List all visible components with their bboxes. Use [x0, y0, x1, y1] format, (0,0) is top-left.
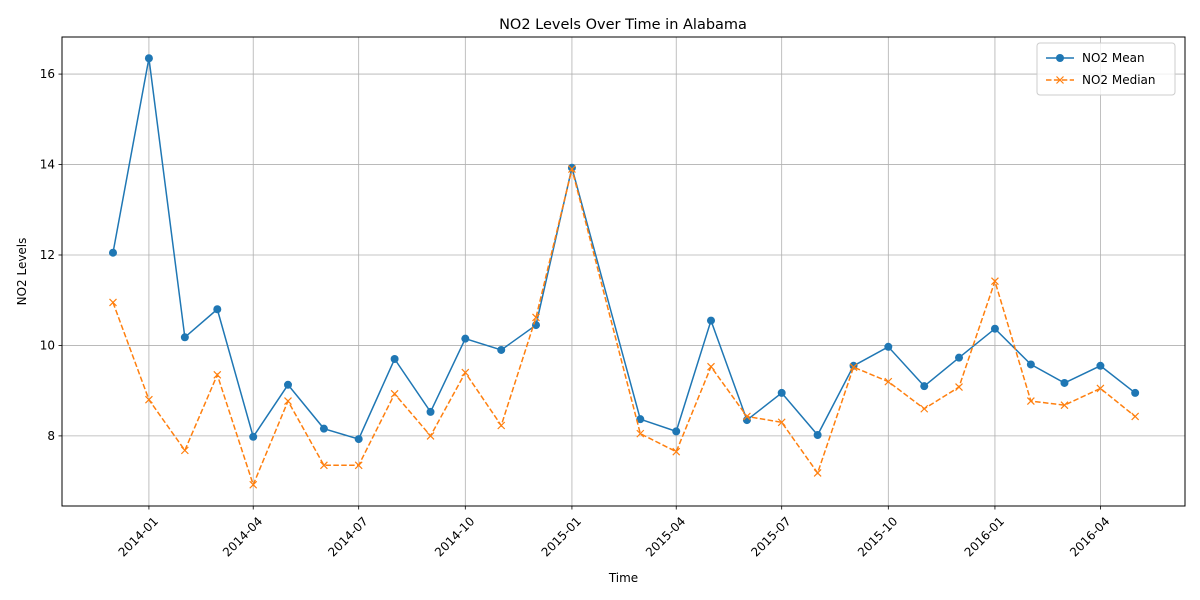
y-tick-label: 14 — [40, 158, 55, 172]
data-point-marker — [354, 461, 363, 470]
data-point-marker — [568, 165, 576, 173]
data-point-marker — [390, 389, 399, 398]
data-point-marker — [319, 461, 328, 470]
data-point-marker — [108, 248, 117, 257]
series-line-1 — [112, 168, 1136, 487]
data-point-marker — [813, 430, 822, 439]
data-point-marker — [319, 424, 328, 433]
data-point-marker — [813, 469, 822, 477]
data-point-marker — [461, 334, 470, 343]
data-point-marker — [777, 388, 786, 397]
data-point-marker — [1060, 378, 1069, 387]
legend-marker — [1056, 76, 1064, 84]
grid-lines — [62, 37, 1185, 506]
data-point-marker — [955, 353, 964, 362]
plot-area-frame — [61, 36, 1186, 507]
data-point-marker — [426, 407, 435, 416]
data-point-marker — [1096, 384, 1105, 393]
data-point-marker — [1131, 388, 1140, 397]
chart-title: NO2 Levels Over Time in Alabama — [499, 17, 747, 33]
data-point-marker — [849, 363, 858, 372]
data-point-marker — [1096, 361, 1105, 370]
data-point-marker — [461, 368, 470, 377]
data-point-marker — [390, 355, 399, 364]
y-axis-label: NO2 Levels — [15, 238, 29, 306]
data-point-marker — [636, 415, 645, 424]
data-point-marker — [743, 412, 751, 421]
x-axis-label: Time — [608, 571, 638, 585]
y-tick-label: 10 — [40, 338, 55, 352]
data-point-marker — [884, 342, 893, 351]
legend-label-1: NO2 Median — [1082, 73, 1156, 87]
legend-marker — [1056, 54, 1064, 62]
legend: NO2 Mean NO2 Median — [1036, 42, 1176, 96]
data-point-marker — [706, 316, 715, 325]
data-point-marker — [707, 362, 715, 371]
data-point-marker — [1026, 397, 1035, 405]
data-point-marker — [1131, 412, 1140, 421]
data-point-marker — [672, 447, 681, 456]
data-point-marker — [777, 418, 786, 427]
data-point-marker — [636, 429, 645, 438]
data-point-marker — [920, 382, 929, 391]
data-point-marker — [497, 421, 506, 430]
y-tick-label: 16 — [40, 67, 55, 81]
data-point-marker — [990, 324, 999, 333]
data-point-marker — [109, 298, 117, 307]
data-point-marker — [213, 370, 222, 379]
series-layer — [108, 54, 1140, 489]
data-point-marker — [283, 380, 292, 389]
data-point-marker — [249, 432, 258, 441]
series-0-group — [108, 54, 1140, 444]
data-point-marker — [991, 277, 999, 286]
data-point-marker — [144, 395, 153, 404]
data-point-marker — [426, 431, 435, 440]
data-point-marker — [213, 305, 222, 314]
data-point-marker — [180, 333, 189, 342]
data-point-marker — [567, 163, 576, 172]
data-point-marker — [144, 54, 153, 63]
data-point-marker — [532, 313, 540, 322]
data-point-marker — [180, 446, 189, 455]
data-point-marker — [249, 480, 258, 489]
data-point-marker — [354, 435, 363, 444]
series-1-group — [109, 165, 1140, 489]
data-point-marker — [672, 427, 681, 436]
y-tick-label: 12 — [40, 248, 55, 262]
data-point-marker — [1026, 360, 1035, 369]
data-point-marker — [955, 383, 963, 391]
legend-label-0: NO2 Mean — [1082, 51, 1145, 65]
data-point-marker — [884, 377, 893, 386]
data-point-marker — [920, 404, 929, 413]
y-tick-label: 8 — [47, 429, 55, 443]
data-point-marker — [284, 397, 292, 405]
data-point-marker — [1060, 401, 1069, 410]
data-point-marker — [497, 345, 506, 354]
legend-frame — [1036, 42, 1176, 96]
